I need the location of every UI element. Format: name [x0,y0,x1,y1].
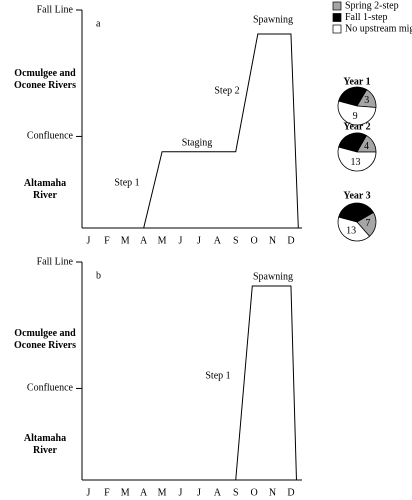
annotation: Spawning [253,271,293,282]
slice-label: 12 [351,205,361,216]
x-tick-label: J [86,235,90,246]
y-tick-label: Confluence [27,383,74,394]
x-tick-label: N [269,235,276,246]
annotation: Step 1 [205,370,230,381]
pie-slice [337,100,377,126]
x-tick-label: J [179,235,183,246]
x-tick-label: A [214,487,222,498]
migration-line [235,285,297,481]
annotation: Staging [182,137,213,148]
x-tick-label: A [140,487,148,498]
x-tick-label: M [158,487,167,498]
pie-slice [337,146,377,172]
region-label: Ocmulgee and Oconee Rivers [14,68,76,91]
region-label: Ocmulgee and Oconee Rivers [14,328,76,351]
legend-swatch [332,1,342,11]
slice-label: 13 [351,157,361,168]
legend-swatch [332,24,342,34]
pie-title: Year 1 [343,76,370,87]
slice-label: 7 [350,136,355,147]
panel-label: b [96,270,101,281]
annotation: Step 2 [214,85,239,96]
slice-label: 9 [353,111,358,122]
x-tick-label: M [121,487,130,498]
pie-title: Year 2 [343,121,370,132]
x-tick-label: A [214,235,222,246]
legend-label: No upstream migration [345,23,412,34]
annotation: Spawning [253,14,293,25]
y-tick-label: Fall Line [37,256,74,267]
migration-line [143,33,299,229]
slice-label: 7 [365,218,370,229]
annotation: Step 1 [114,177,139,188]
y-tick-label: Fall Line [37,4,74,15]
slice-label: 5 [350,90,355,101]
legend-swatch [332,13,342,22]
y-tick-label: Confluence [27,131,74,142]
x-tick-label: F [104,235,110,246]
x-tick-label: O [251,235,258,246]
x-tick-label: D [287,235,294,246]
x-tick-label: M [158,235,167,246]
legend-label: Fall 1-step [345,12,388,23]
x-tick-label: F [104,487,110,498]
x-tick-label: J [197,235,201,246]
pie-title: Year 3 [343,190,370,201]
x-tick-label: N [269,487,276,498]
x-tick-label: M [121,235,130,246]
x-tick-label: D [287,487,294,498]
slice-label: 13 [346,226,356,237]
x-tick-label: S [233,487,239,498]
region-label: Altamaha River [23,433,67,456]
x-tick-label: J [86,487,90,498]
pie-slice [337,216,371,242]
panel-label: a [96,18,101,29]
x-tick-label: J [179,487,183,498]
x-tick-label: O [251,487,258,498]
slice-label: 3 [364,95,369,106]
legend-label: Spring 2-step [345,0,399,11]
x-tick-label: S [233,235,239,246]
x-tick-label: A [140,235,148,246]
region-label: Altamaha River [23,178,67,201]
slice-label: 4 [364,141,369,152]
x-tick-label: J [197,487,201,498]
